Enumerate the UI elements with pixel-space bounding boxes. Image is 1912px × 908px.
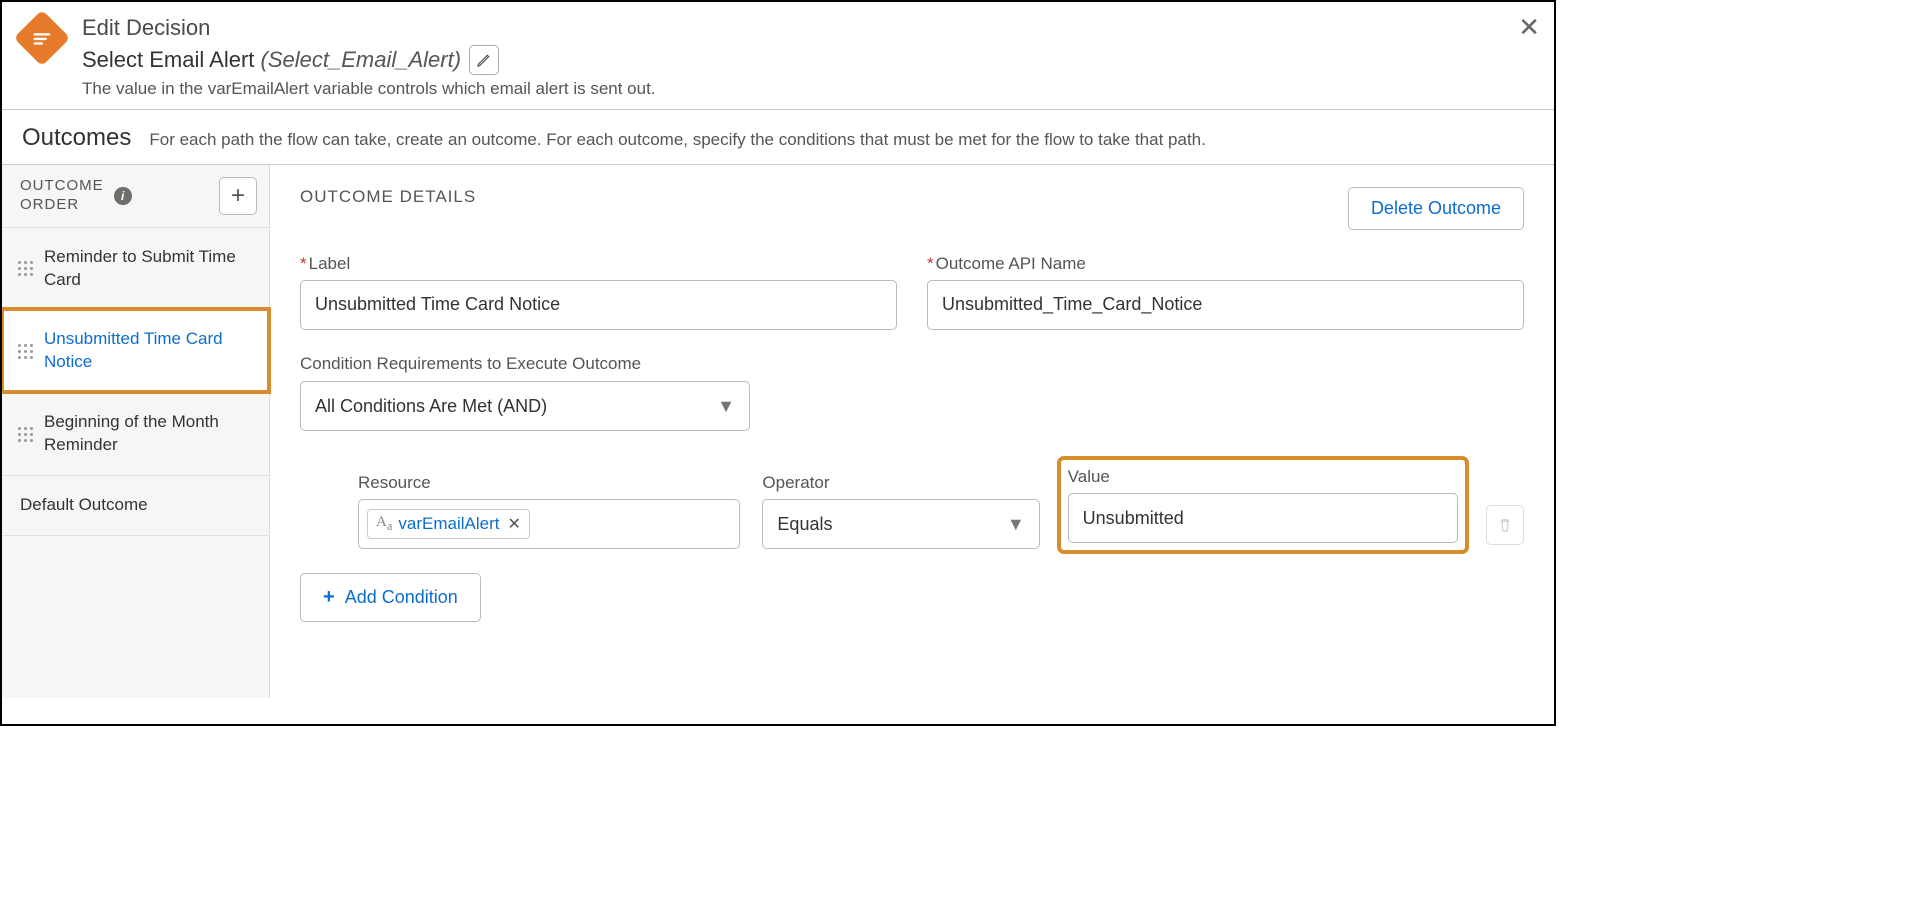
text-type-icon: Aa <box>376 514 392 534</box>
info-icon[interactable]: i <box>114 187 132 205</box>
outcome-details-title: OUTCOME DETAILS <box>300 187 476 207</box>
decision-icon <box>14 10 71 67</box>
outcomes-bar: Outcomes For each path the flow can take… <box>2 109 1554 164</box>
value-field-highlight: Value <box>1062 461 1464 549</box>
plus-icon: + <box>323 586 335 609</box>
outcomes-description: For each path the flow can take, create … <box>149 130 1205 150</box>
resource-input[interactable]: Aa varEmailAlert ✕ <box>358 499 740 549</box>
trash-icon <box>1496 516 1514 534</box>
close-button[interactable]: ✕ <box>1518 14 1540 40</box>
resource-label: Resource <box>358 473 740 493</box>
sidebar-header: OUTCOMEORDER i + <box>2 165 269 227</box>
pencil-icon <box>476 52 492 68</box>
outcome-item-label: Unsubmitted Time Card Notice <box>44 328 253 374</box>
add-condition-label: Add Condition <box>345 587 458 608</box>
edit-name-button[interactable] <box>469 45 499 75</box>
condition-req-label: Condition Requirements to Execute Outcom… <box>300 352 750 376</box>
decision-api-name: (Select_Email_Alert) <box>261 47 462 72</box>
close-icon: ✕ <box>1518 12 1540 42</box>
condition-req-select[interactable]: All Conditions Are Met (AND) ▼ <box>300 381 750 431</box>
resource-value: varEmailAlert <box>398 514 499 534</box>
outcome-item-unsubmitted[interactable]: Unsubmitted Time Card Notice <box>2 309 269 392</box>
caret-down-icon: ▼ <box>717 396 735 417</box>
outcome-item-beginning[interactable]: Beginning of the Month Reminder <box>2 392 269 475</box>
sidebar-header-label: OUTCOMEORDER <box>20 177 104 215</box>
caret-down-icon: ▼ <box>1007 514 1025 535</box>
modal-title: Edit Decision <box>82 14 1538 43</box>
outcomes-title: Outcomes <box>22 124 131 152</box>
remove-pill-icon[interactable]: ✕ <box>508 514 521 534</box>
delete-outcome-button[interactable]: Delete Outcome <box>1348 187 1524 230</box>
condition-req-value: All Conditions Are Met (AND) <box>315 396 547 417</box>
outcome-item-reminder[interactable]: Reminder to Submit Time Card <box>2 227 269 310</box>
plus-icon: + <box>231 182 245 210</box>
label-input[interactable] <box>300 280 897 330</box>
condition-row: Resource Aa varEmailAlert ✕ Operator Equ… <box>358 461 1524 549</box>
label-field-label: *Label <box>300 254 897 274</box>
header-text: Edit Decision Select Email Alert (Select… <box>82 14 1538 99</box>
edit-decision-modal: Edit Decision Select Email Alert (Select… <box>0 0 1556 726</box>
add-condition-button[interactable]: + Add Condition <box>300 573 481 622</box>
decision-name: Select Email Alert <box>82 47 254 72</box>
modal-description: The value in the varEmailAlert variable … <box>82 79 1538 99</box>
outcome-item-default[interactable]: Default Outcome <box>2 475 269 536</box>
api-name-field-label: *Outcome API Name <box>927 254 1524 274</box>
drag-handle-icon[interactable] <box>18 344 32 359</box>
modal-body: OUTCOMEORDER i + Reminder to Submit Time… <box>2 164 1554 698</box>
modal-header: Edit Decision Select Email Alert (Select… <box>2 2 1554 109</box>
api-name-input[interactable] <box>927 280 1524 330</box>
outcome-order-sidebar: OUTCOMEORDER i + Reminder to Submit Time… <box>2 165 270 698</box>
modal-subtitle: Select Email Alert (Select_Email_Alert) <box>82 47 461 73</box>
resource-pill[interactable]: Aa varEmailAlert ✕ <box>367 509 530 539</box>
drag-handle-icon[interactable] <box>18 427 32 442</box>
value-label: Value <box>1068 467 1458 487</box>
outcome-item-label: Reminder to Submit Time Card <box>44 246 253 292</box>
outcome-item-label: Beginning of the Month Reminder <box>44 411 253 457</box>
outcome-item-label: Default Outcome <box>20 494 148 517</box>
drag-handle-icon[interactable] <box>18 261 32 276</box>
operator-value: Equals <box>777 514 832 535</box>
operator-select[interactable]: Equals ▼ <box>762 499 1039 549</box>
operator-label: Operator <box>762 473 1039 493</box>
value-input[interactable] <box>1068 493 1458 543</box>
delete-condition-button[interactable] <box>1486 505 1524 545</box>
outcome-details-panel: OUTCOME DETAILS Delete Outcome *Label *O… <box>270 165 1554 698</box>
add-outcome-button[interactable]: + <box>219 177 257 215</box>
